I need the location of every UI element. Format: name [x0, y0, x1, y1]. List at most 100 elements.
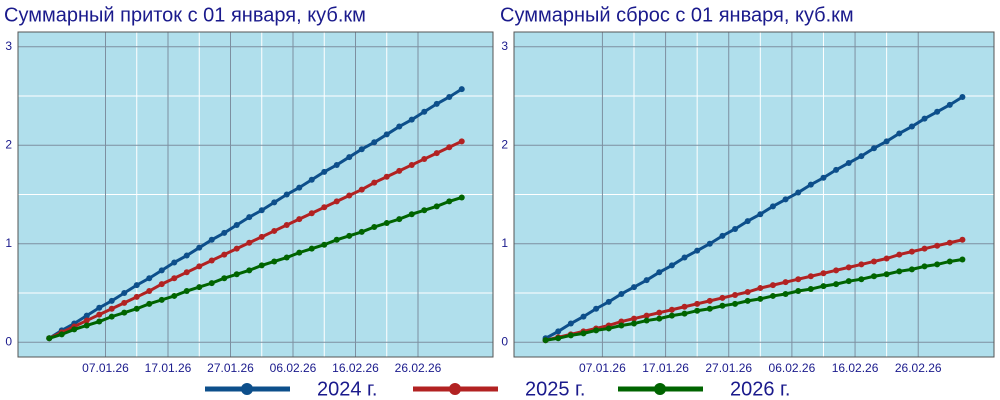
- point: [321, 241, 328, 248]
- point: [934, 242, 941, 249]
- point: [358, 186, 365, 193]
- point: [706, 240, 713, 247]
- point: [580, 313, 587, 320]
- point: [196, 263, 203, 270]
- point: [757, 211, 764, 218]
- x-tick-label: 16.02.26: [832, 361, 879, 375]
- point: [719, 232, 726, 239]
- point: [233, 271, 240, 278]
- point: [681, 254, 688, 261]
- point: [221, 229, 228, 236]
- point: [58, 331, 65, 338]
- point: [732, 300, 739, 307]
- point: [371, 139, 378, 146]
- chart-title: Суммарный приток с 01 января, куб.км: [4, 4, 366, 26]
- point: [233, 245, 240, 252]
- point: [171, 275, 178, 282]
- point: [333, 161, 340, 168]
- point: [196, 244, 203, 251]
- point: [408, 116, 415, 123]
- point: [643, 277, 650, 284]
- point: [396, 216, 403, 223]
- point: [668, 262, 675, 269]
- point: [782, 290, 789, 297]
- point: [433, 150, 440, 157]
- point: [732, 225, 739, 232]
- point: [321, 168, 328, 175]
- point: [959, 256, 966, 263]
- point: [246, 214, 253, 221]
- point: [643, 312, 650, 319]
- point: [333, 198, 340, 205]
- point: [271, 199, 278, 206]
- x-tick-label: 06.02.26: [270, 361, 317, 375]
- point: [133, 293, 140, 300]
- series-line: 2024 г.: [544, 95, 964, 340]
- point: [681, 310, 688, 317]
- point: [934, 261, 941, 268]
- point: [383, 131, 390, 138]
- point: [555, 335, 562, 342]
- point: [296, 249, 303, 256]
- x-tick-label: 17.01.26: [145, 361, 192, 375]
- point: [820, 174, 827, 181]
- point: [845, 159, 852, 166]
- point: [333, 236, 340, 243]
- y-tick-label: 2: [501, 137, 508, 151]
- point: [542, 337, 549, 344]
- point: [959, 94, 966, 100]
- point: [769, 282, 776, 289]
- point: [358, 146, 365, 153]
- point: [833, 267, 840, 274]
- point: [744, 297, 751, 304]
- point: [108, 297, 115, 304]
- point: [258, 262, 265, 269]
- point: [221, 275, 228, 282]
- point: [668, 306, 675, 313]
- point: [96, 304, 103, 311]
- x-tick-label: 27.01.26: [705, 361, 752, 375]
- point: [383, 173, 390, 180]
- point: [208, 257, 215, 264]
- point: [921, 115, 928, 122]
- point: [433, 203, 440, 210]
- point: [555, 328, 562, 335]
- point: [732, 291, 739, 298]
- y-tick-label: 0: [501, 334, 508, 348]
- point: [668, 312, 675, 319]
- point: [208, 236, 215, 243]
- point: [121, 299, 128, 306]
- point: [371, 224, 378, 230]
- point: [133, 282, 140, 289]
- x-tick-label: 26.02.26: [395, 361, 442, 375]
- point: [46, 335, 53, 342]
- point: [631, 315, 637, 322]
- point: [896, 268, 903, 275]
- point: [308, 245, 315, 252]
- point: [782, 196, 789, 203]
- point: [820, 283, 827, 290]
- point: [421, 108, 428, 115]
- point: [946, 101, 953, 108]
- point: [605, 325, 612, 332]
- point: [196, 284, 203, 291]
- point: [631, 320, 637, 327]
- point: [421, 156, 428, 163]
- point: [921, 263, 928, 270]
- point: [371, 179, 378, 186]
- legend-marker: [449, 383, 461, 395]
- point: [258, 207, 265, 214]
- plot-border: [513, 31, 995, 358]
- point: [820, 270, 827, 277]
- point: [133, 305, 140, 312]
- point: [346, 192, 353, 199]
- point: [807, 286, 814, 293]
- point: [833, 281, 840, 288]
- point: [908, 123, 915, 130]
- series-line: 2025 г.: [48, 139, 463, 340]
- point: [146, 275, 153, 282]
- point: [694, 307, 701, 314]
- point: [96, 318, 103, 325]
- point: [934, 108, 941, 115]
- point: [283, 254, 290, 261]
